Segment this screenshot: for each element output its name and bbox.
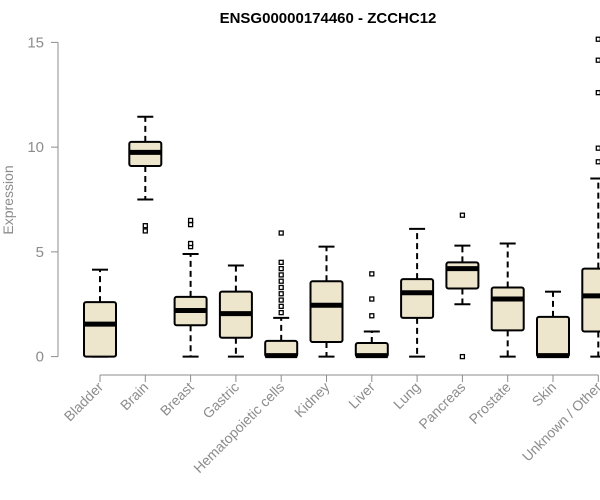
y-tick-label: 15 bbox=[27, 34, 44, 51]
outlier-point bbox=[278, 230, 284, 236]
box-lung bbox=[400, 227, 435, 358]
outlier-point bbox=[142, 223, 148, 229]
x-tick-label: Gastric bbox=[199, 379, 242, 422]
box-gastric bbox=[218, 264, 253, 358]
box-brain bbox=[128, 115, 163, 234]
iqr-box bbox=[536, 315, 570, 358]
outlier-point bbox=[459, 353, 466, 360]
outlier-point bbox=[278, 297, 284, 303]
box-skin bbox=[536, 290, 570, 359]
box-liver bbox=[354, 271, 389, 359]
axes: 0 5 10 15 bbox=[27, 34, 599, 382]
outlier-point bbox=[369, 271, 375, 277]
x-tick-label: Skin bbox=[529, 379, 560, 410]
outlier-point bbox=[595, 57, 600, 63]
box-prostate bbox=[490, 242, 525, 358]
outlier-point bbox=[278, 291, 284, 297]
outlier-point bbox=[595, 159, 600, 165]
y-tick-label: 5 bbox=[36, 244, 44, 261]
outlier-point bbox=[278, 284, 284, 291]
x-tick-label: Lung bbox=[390, 379, 423, 412]
iqr-box bbox=[309, 280, 344, 343]
box-kidney bbox=[309, 245, 344, 358]
outlier-point bbox=[187, 240, 194, 247]
box-bladder bbox=[83, 268, 117, 358]
x-tick-label: Liver bbox=[345, 379, 378, 412]
outlier-point bbox=[278, 303, 284, 309]
x-tick-label: Breast bbox=[157, 379, 197, 419]
x-tick-label: Unknown / Other bbox=[519, 379, 600, 465]
iqr-box bbox=[490, 286, 525, 332]
outlier-point bbox=[595, 90, 600, 96]
x-tick-label: Bladder bbox=[61, 379, 107, 425]
iqr-box bbox=[400, 278, 435, 319]
y-tick-label: 0 bbox=[36, 349, 44, 366]
outlier-point bbox=[142, 228, 148, 234]
x-tick-label: Kidney bbox=[291, 379, 333, 421]
outlier-point bbox=[595, 145, 600, 151]
outlier-point bbox=[278, 259, 284, 265]
x-tick-label: Pancreas bbox=[415, 379, 468, 432]
box-series bbox=[83, 36, 600, 360]
outlier-point bbox=[187, 221, 194, 228]
y-tick-label: 10 bbox=[27, 139, 44, 156]
iqr-box bbox=[581, 267, 600, 333]
chart-title: ENSG00000174460 - ZCCHC12 bbox=[220, 10, 437, 27]
y-axis-label: Expression bbox=[0, 165, 16, 234]
box-breast bbox=[173, 217, 208, 358]
outlier-point bbox=[187, 217, 194, 224]
outlier-point bbox=[278, 272, 284, 278]
x-tick-label: Brain bbox=[117, 379, 151, 413]
outlier-point bbox=[278, 278, 284, 284]
outlier-point bbox=[369, 296, 375, 302]
box-pancreas bbox=[445, 212, 480, 360]
box-unknown-other bbox=[581, 36, 600, 358]
outlier-point bbox=[278, 309, 284, 316]
outlier-point bbox=[595, 36, 600, 42]
box-hematopoietic-cells bbox=[264, 230, 299, 359]
outlier-point bbox=[369, 313, 375, 319]
outlier-point bbox=[459, 212, 466, 218]
x-tick-label: Prostate bbox=[466, 379, 514, 427]
iqr-box bbox=[83, 301, 117, 358]
outlier-point bbox=[278, 265, 284, 272]
